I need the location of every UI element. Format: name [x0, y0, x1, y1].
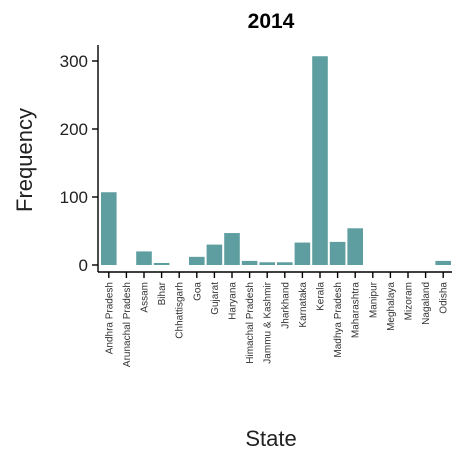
x-tick-label: Arunachal Pradesh — [122, 282, 133, 367]
y-axis-title: Frequency — [12, 108, 37, 212]
bar-jharkhand — [277, 262, 293, 265]
y-tick-label: 0 — [79, 256, 88, 275]
y-tick-label: 200 — [60, 120, 88, 139]
bar-maharashtra — [347, 228, 363, 265]
x-axis-title: State — [245, 426, 296, 451]
x-tick-label: Goa — [192, 282, 203, 301]
bar-madhya-pradesh — [329, 241, 346, 265]
x-tick-label: Himachal Pradesh — [245, 282, 256, 364]
x-tick-label: Karnataka — [298, 282, 309, 328]
x-tick-label: Mizoram — [404, 282, 415, 320]
x-tick-label: Gujarat — [210, 282, 221, 315]
bar-kerala — [312, 56, 328, 265]
bar-jammu-kashmir — [259, 262, 275, 265]
bar-gujarat — [206, 244, 223, 265]
x-tick-label: Odisha — [439, 282, 450, 314]
bar-odisha — [435, 260, 451, 265]
y-tick-label: 100 — [60, 188, 88, 207]
x-tick-label: Maharashtra — [351, 282, 362, 339]
x-tick-label: Haryana — [228, 282, 239, 320]
x-tick-label: Nagaland — [421, 282, 432, 325]
x-tick-label: Kerala — [316, 282, 327, 311]
x-tick-label: Manipur — [368, 281, 379, 318]
chart-title: 2014 — [248, 10, 295, 33]
x-tick-label: Meghalaya — [386, 282, 397, 331]
bar-himachal-pradesh — [241, 260, 258, 265]
bar-andhra-pradesh — [101, 192, 117, 265]
x-tick-label: Madhya Pradesh — [333, 282, 344, 358]
x-tick-label: Jammu & Kashmir — [263, 281, 274, 363]
x-tick-label: Jharkhand — [280, 282, 291, 329]
x-tick-label: Chhattisgarh — [175, 282, 186, 339]
plot-area: 0 100 200 300 Andhra Pradesh Arunachal Prades… — [60, 45, 452, 367]
x-tick-label: Assam — [140, 282, 151, 313]
bar-assam — [136, 251, 152, 265]
x-tick-label: Bihar — [157, 281, 168, 305]
x-tick-label: Andhra Pradesh — [104, 282, 115, 354]
bar-goa — [189, 256, 205, 265]
y-tick-label: 300 — [60, 52, 88, 71]
bar-haryana — [224, 233, 240, 265]
bar-karnataka — [294, 242, 311, 265]
bar-bihar — [153, 262, 170, 265]
